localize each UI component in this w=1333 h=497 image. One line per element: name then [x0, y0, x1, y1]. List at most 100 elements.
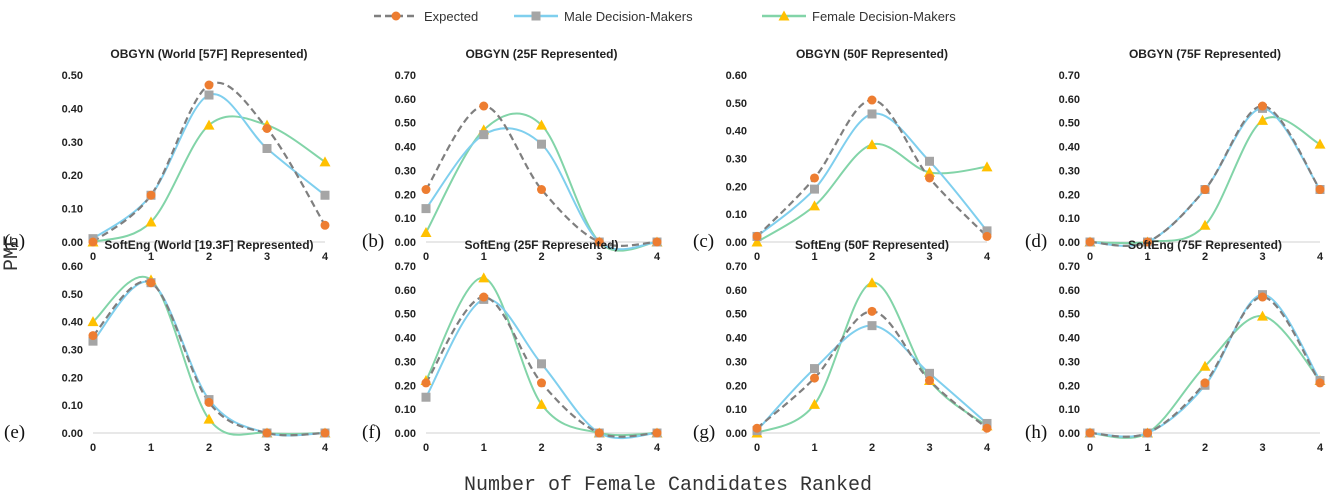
series-line-male	[756, 324, 988, 432]
data-point-female	[87, 316, 99, 327]
data-point-expected	[1315, 185, 1325, 195]
y-tick-label: 0.00	[1059, 237, 1080, 249]
panel-label: (a)	[4, 231, 25, 252]
y-tick-label: 0.70	[1059, 261, 1080, 273]
legend: Expected Male Decision-Makers Female Decis…	[374, 9, 956, 24]
data-point-female	[1199, 360, 1211, 371]
series-line-expected	[1089, 104, 1321, 247]
data-point-male	[204, 90, 214, 100]
x-tick-label: 3	[596, 251, 602, 263]
data-point-expected	[88, 237, 98, 247]
y-tick-label: 0.00	[726, 428, 747, 440]
data-point-male	[867, 109, 877, 119]
panel-label: (c)	[693, 231, 714, 252]
y-tick-label: 0.60	[395, 94, 416, 106]
y-tick-label: 0.40	[1059, 333, 1080, 345]
y-tick-label: 0.30	[1059, 356, 1080, 368]
legend-item-male: Male Decision-Makers	[514, 9, 693, 24]
data-point-expected	[1200, 185, 1210, 195]
chart-panel-a: OBGYN (World [57F] Represented) 0.00 0.10 0…	[4, 47, 331, 263]
y-tick-label: 0.40	[62, 317, 83, 329]
data-point-male	[262, 143, 272, 153]
x-tick-label: 0	[1087, 251, 1093, 263]
data-point-male	[925, 156, 934, 166]
data-point-expected	[1085, 428, 1095, 438]
y-tick-label: 0.70	[1059, 70, 1080, 82]
y-tick-label: 0.20	[62, 170, 83, 182]
legend-swatch-marker	[391, 11, 401, 21]
legend-label: Expected	[424, 9, 478, 24]
y-tick-label: 0.30	[395, 165, 416, 177]
series-line-female	[756, 142, 988, 243]
data-point-expected	[1258, 292, 1267, 302]
y-tick-label: 0.00	[62, 428, 83, 440]
x-tick-label: 4	[322, 442, 329, 454]
y-tick-label: 0.00	[395, 237, 416, 249]
data-point-female	[809, 398, 820, 409]
chart-title: OBGYN (75F Represented)	[1129, 47, 1281, 61]
y-tick-label: 0.10	[1059, 213, 1080, 225]
data-point-female	[1257, 114, 1268, 125]
y-tick-label: 0.70	[726, 261, 747, 273]
data-point-expected	[1143, 428, 1152, 438]
x-tick-label: 1	[811, 442, 817, 454]
x-tick-label: 4	[654, 442, 661, 454]
chart-panel-e: SoftEng (World [19.3F] Represented) 0.00 0…	[4, 238, 331, 454]
legend-item-expected: Expected	[374, 9, 478, 24]
y-tick-label: 0.50	[1059, 309, 1080, 321]
x-tick-label: 1	[1144, 442, 1150, 454]
chart-title: SoftEng (50F Represented)	[795, 238, 949, 252]
y-tick-label: 0.70	[395, 261, 416, 273]
series-line-male	[756, 112, 988, 238]
data-point-male	[867, 321, 877, 331]
x-tick-label: 3	[264, 251, 270, 263]
y-tick-label: 0.60	[1059, 285, 1080, 297]
series-line-expected	[92, 81, 326, 243]
y-tick-label: 0.00	[62, 237, 83, 249]
data-point-expected	[421, 378, 431, 388]
x-axis-label: Number of Female Candidates Ranked	[464, 474, 872, 497]
data-point-expected	[320, 220, 330, 230]
x-tick-label: 1	[148, 442, 154, 454]
chart-title: SoftEng (75F Represented)	[1128, 238, 1282, 252]
data-point-expected	[810, 173, 819, 183]
panel-label: (f)	[362, 422, 381, 443]
series-line-male	[92, 93, 326, 240]
data-point-male	[537, 359, 546, 369]
data-point-female	[420, 226, 432, 237]
data-point-expected	[204, 397, 214, 407]
data-point-female	[866, 139, 878, 150]
x-tick-label: 0	[90, 442, 96, 454]
data-point-expected	[925, 173, 934, 183]
series-line-male	[425, 298, 658, 440]
x-tick-label: 0	[90, 251, 96, 263]
panel-label: (e)	[4, 422, 25, 443]
data-point-female	[1199, 219, 1211, 230]
chart-panel-d: OBGYN (75F Represented) 0.00 0.10 0.20 0.30 0…	[1025, 47, 1326, 263]
legend-item-female: Female Decision-Makers	[762, 9, 956, 24]
data-point-male	[421, 204, 431, 214]
y-tick-label: 0.60	[395, 285, 416, 297]
x-tick-label: 4	[322, 251, 329, 263]
data-point-expected	[146, 190, 156, 200]
data-point-expected	[594, 428, 604, 438]
data-point-expected	[867, 306, 877, 316]
chart-title: SoftEng (25F Represented)	[464, 238, 618, 252]
y-tick-label: 0.10	[62, 400, 83, 412]
x-tick-label: 1	[481, 442, 487, 454]
y-tick-label: 0.10	[395, 213, 416, 225]
x-tick-label: 2	[538, 251, 544, 263]
x-tick-label: 2	[869, 442, 875, 454]
y-tick-label: 0.60	[62, 261, 83, 273]
series-line-male	[92, 280, 326, 437]
y-tick-label: 0.30	[1059, 165, 1080, 177]
x-tick-label: 4	[654, 251, 661, 263]
y-tick-label: 0.40	[726, 333, 747, 345]
panels: OBGYN (World [57F] Represented) 0.00 0.10 0…	[4, 47, 1326, 454]
series-line-female	[425, 276, 658, 437]
y-tick-label: 0.20	[395, 380, 416, 392]
chart-title: SoftEng (World [19.3F] Represented)	[104, 238, 313, 252]
y-tick-label: 0.30	[62, 137, 83, 149]
data-point-expected	[88, 331, 98, 341]
